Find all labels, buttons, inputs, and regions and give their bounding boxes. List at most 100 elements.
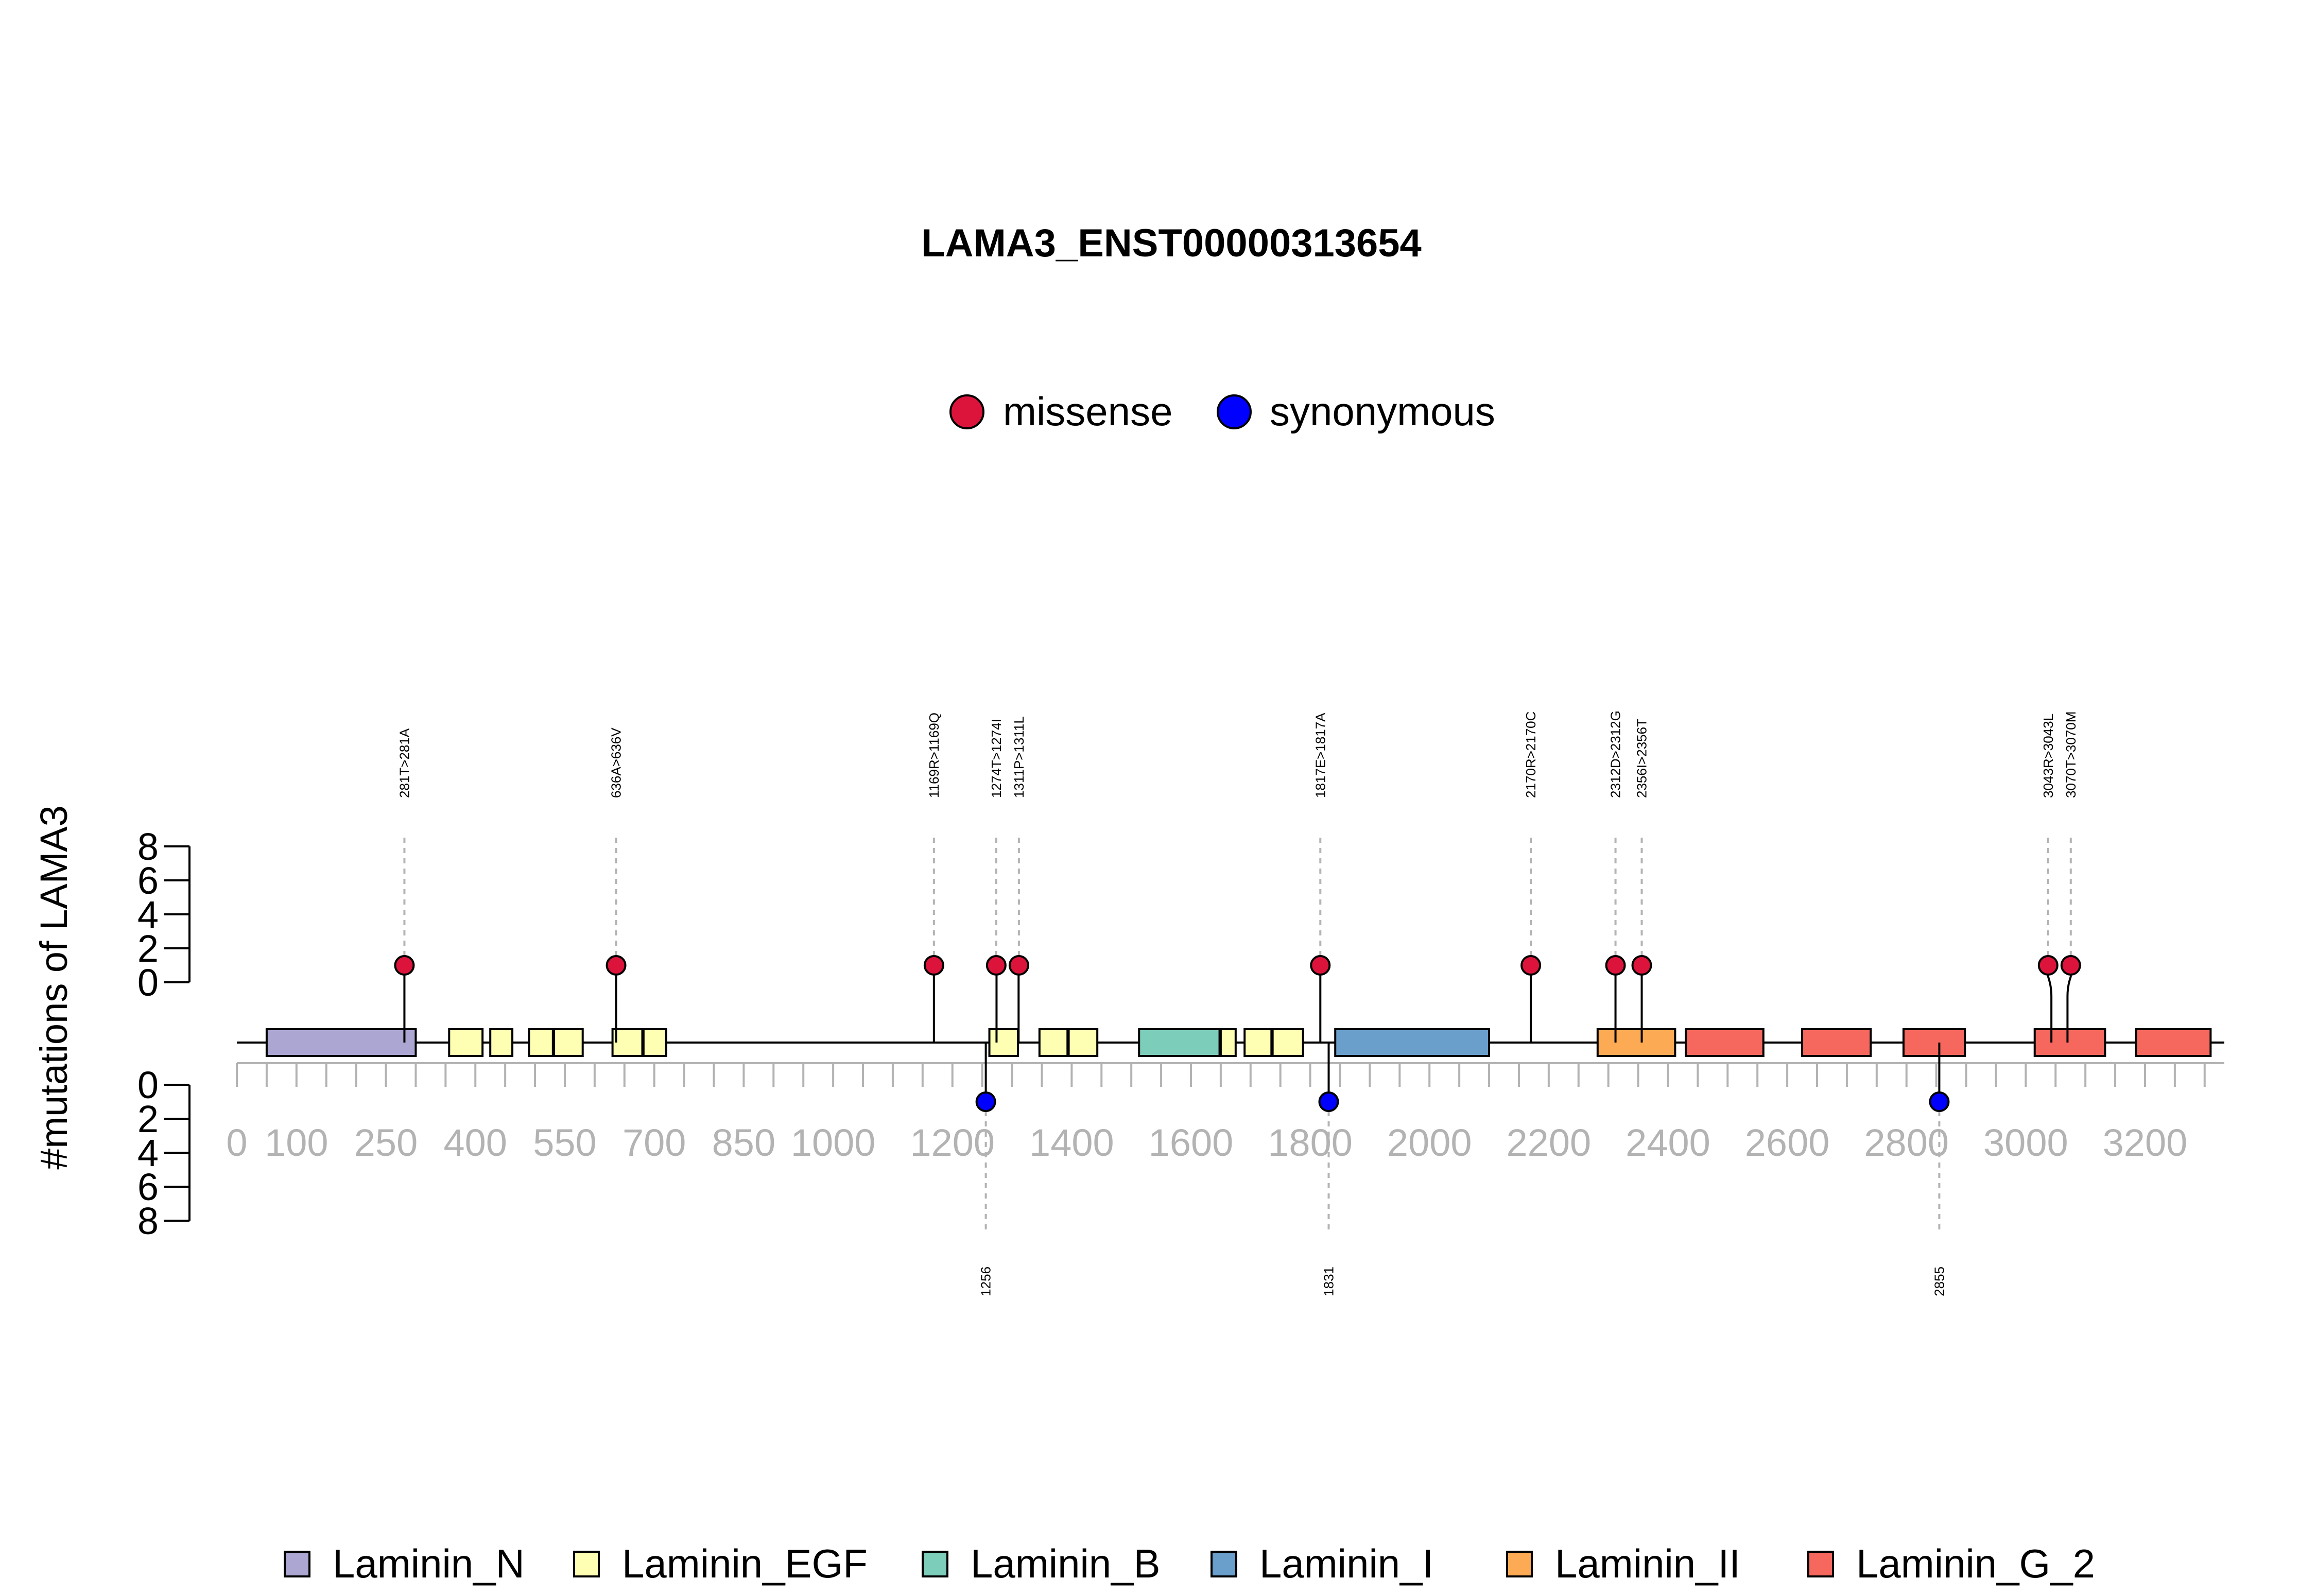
mutation-legend: missense synonymous [949, 389, 1495, 434]
mutation-label: 3043R>3043L [2041, 714, 2056, 798]
legend-Laminin_II-label: Laminin_II [1555, 1541, 1740, 1586]
x-tick-label: 0 [226, 1121, 247, 1164]
x-tick-label: 2400 [1626, 1121, 1710, 1164]
domain-Laminin_EGF [1038, 1028, 1069, 1057]
mutation-stem [2066, 965, 2072, 1043]
y-bottom-tick-label: 8 [137, 1200, 159, 1242]
domain-Laminin_EGF [553, 1028, 584, 1057]
mutations-above: 281T>281A 636A>636V 1169R>1169Q 1274T>1274I… [394, 710, 2081, 1043]
domain-Laminin_EGF [1219, 1028, 1237, 1057]
y-top-tick-label: 2 [137, 927, 159, 970]
domain-Laminin_I [1334, 1028, 1491, 1057]
x-tick-label: 3200 [2103, 1121, 2188, 1164]
mutation-label: 1817E>1817A [1312, 713, 1328, 798]
mutation-label: 1274T>1274I [989, 719, 1004, 798]
domain-Laminin_B [1138, 1028, 1221, 1057]
mutation-head-missense [985, 955, 1007, 976]
y-bottom-tick-label: 2 [137, 1098, 159, 1140]
mutation-label: 636A>636V [609, 727, 624, 798]
domain-Laminin_EGF [988, 1028, 1019, 1057]
x-tick-label: 850 [712, 1121, 775, 1164]
legend-Laminin_EGF-swatch [573, 1551, 600, 1577]
mutation-label: 1256 [978, 1267, 994, 1296]
legend-Laminin_N-swatch [284, 1551, 310, 1577]
domain-Laminin_G_2 [1801, 1028, 1872, 1057]
domain-Laminin_EGF [528, 1028, 554, 1057]
x-tick-label: 400 [444, 1121, 507, 1164]
y-bottom-tick-label: 0 [137, 1064, 159, 1106]
mutation-head-missense [2060, 955, 2081, 976]
legend-synonymous-marker [1217, 394, 1252, 429]
domain-Laminin_G_2 [2135, 1028, 2212, 1057]
x-tick-label: 700 [623, 1121, 686, 1164]
domain-Laminin_EGF [489, 1028, 514, 1057]
domain-Laminin_EGF [1243, 1028, 1273, 1057]
legend-Laminin_B-label: Laminin_B [971, 1541, 1161, 1586]
domain-Laminin_II [1596, 1028, 1676, 1057]
mutation-head-missense [2037, 955, 2059, 976]
x-tick-label: 2600 [1745, 1121, 1830, 1164]
legend-Laminin_II-swatch [1506, 1551, 1533, 1577]
x-tick-label: 250 [354, 1121, 418, 1164]
domain-Laminin_G_2 [1685, 1028, 1765, 1057]
mutation-head-synonymous [1318, 1091, 1339, 1112]
mutation-head-missense [606, 955, 627, 976]
legend-Laminin_N-label: Laminin_N [333, 1541, 525, 1586]
legend-missense-marker [949, 394, 984, 429]
mutation-head-missense [394, 955, 415, 976]
domain-Laminin_N [265, 1028, 417, 1057]
x-tick-label: 550 [533, 1121, 596, 1164]
mutation-label: 3070T>3070M [2063, 712, 2079, 798]
legend-synonymous-label: synonymous [1270, 389, 1495, 434]
mutation-head-synonymous [1929, 1091, 1950, 1112]
mutation-head-missense [1008, 955, 1029, 976]
x-tick-label: 1200 [910, 1121, 995, 1164]
legend-Laminin_EGF-label: Laminin_EGF [622, 1541, 868, 1586]
mutation-label: 2312D>2312G [1608, 710, 1623, 798]
y-top-tick-label: 6 [137, 859, 159, 902]
legend-Laminin_I-label: Laminin_I [1259, 1541, 1433, 1586]
legend-Laminin_B-swatch [922, 1551, 948, 1577]
mutation-label: 2356I>2356T [1634, 719, 1650, 798]
x-tick-label: 1600 [1149, 1121, 1234, 1164]
domain-Laminin_EGF [1067, 1028, 1099, 1057]
x-tick-label: 1400 [1029, 1121, 1114, 1164]
mutation-stem [2047, 965, 2053, 1043]
x-axis: 0 100 250 400 550 700 850 1000 1200 1400 1600 1800 2… [226, 1062, 2224, 1164]
x-tick-label: 2800 [1864, 1121, 1949, 1164]
legend-Laminin_G_2-label: Laminin_G_2 [1856, 1541, 2095, 1586]
mutation-label: 1311P>1311L [1011, 716, 1027, 798]
x-tick-label: 1800 [1268, 1121, 1353, 1164]
mutation-head-missense [1310, 955, 1331, 976]
y-top-tick-label: 4 [137, 893, 159, 936]
mutation-head-missense [923, 955, 944, 976]
x-tick-label: 2200 [1507, 1121, 1592, 1164]
mutation-label: 2170R>2170C [1523, 712, 1538, 798]
x-tick-label: 1000 [791, 1121, 876, 1164]
mutation-label: 1169R>1169Q [926, 713, 942, 798]
x-tick-label: 100 [265, 1121, 328, 1164]
y-top-tick-label: 8 [137, 825, 159, 868]
domain-Laminin_EGF [611, 1028, 644, 1057]
y-bottom-tick-label: 4 [137, 1132, 159, 1174]
domain-Laminin_G_2 [1902, 1028, 1966, 1057]
mutation-head-missense [1605, 955, 1626, 976]
mutation-head-synonymous [975, 1091, 996, 1112]
chart-title: LAMA3_ENST00000313654 [921, 221, 1422, 265]
legend-missense-label: missense [1003, 389, 1172, 434]
legend-Laminin_I-swatch [1211, 1551, 1237, 1577]
mutation-label: 1831 [1321, 1267, 1337, 1296]
domain-Laminin_G_2 [2033, 1028, 2106, 1057]
x-tick-label: 3000 [1983, 1121, 2068, 1164]
y-top-tick-label: 0 [137, 961, 159, 1004]
mutation-head-missense [1520, 955, 1542, 976]
domain-legend: Laminin_N Laminin_EGF Laminin_B Laminin_I La… [284, 1541, 2095, 1586]
mutations-below: 1256 1831 2855 [975, 1043, 1950, 1296]
domain-Laminin_EGF [1271, 1028, 1304, 1057]
y-bottom-tick-label: 6 [137, 1166, 159, 1208]
mutation-head-missense [1631, 955, 1652, 976]
mutation-label: 281T>281A [396, 728, 412, 798]
